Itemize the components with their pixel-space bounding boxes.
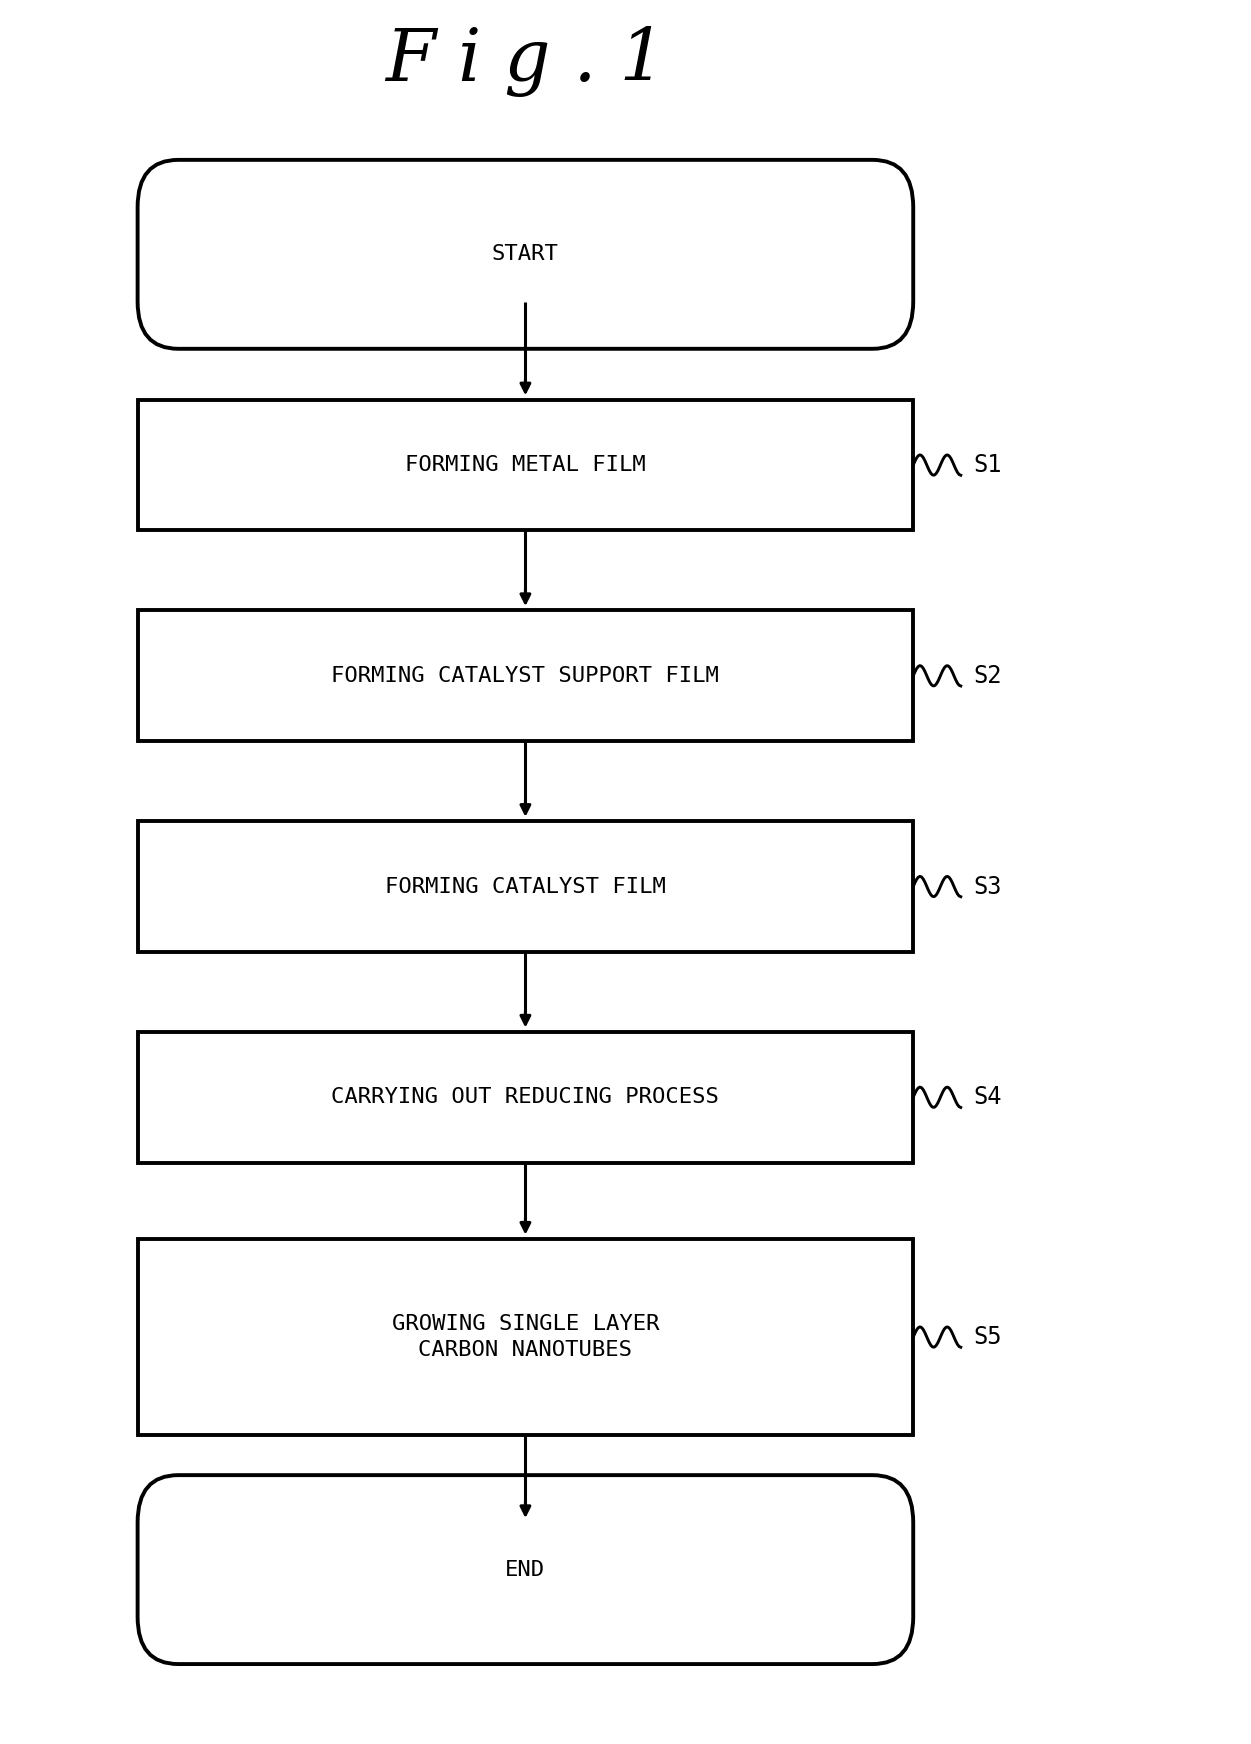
Text: CARRYING OUT REDUCING PROCESS: CARRYING OUT REDUCING PROCESS xyxy=(332,1087,719,1107)
Bar xyxy=(138,399,913,530)
Bar xyxy=(138,821,913,952)
Text: GROWING SINGLE LAYER
CARBON NANOTUBES: GROWING SINGLE LAYER CARBON NANOTUBES xyxy=(392,1313,659,1360)
Text: START: START xyxy=(492,244,559,265)
Bar xyxy=(138,1032,913,1163)
Bar xyxy=(138,1238,913,1435)
FancyBboxPatch shape xyxy=(138,160,913,349)
Text: FORMING METAL FILM: FORMING METAL FILM xyxy=(405,455,646,474)
Text: S3: S3 xyxy=(973,874,1002,898)
Text: FORMING CATALYST FILM: FORMING CATALYST FILM xyxy=(385,877,666,896)
Text: FORMING CATALYST SUPPORT FILM: FORMING CATALYST SUPPORT FILM xyxy=(332,666,719,685)
Text: F i g . 1: F i g . 1 xyxy=(385,26,666,98)
Text: S4: S4 xyxy=(973,1085,1002,1109)
Text: S2: S2 xyxy=(973,664,1002,687)
Text: END: END xyxy=(505,1559,545,1580)
Text: S1: S1 xyxy=(973,453,1002,478)
Text: S5: S5 xyxy=(973,1325,1002,1350)
Bar xyxy=(138,610,913,741)
FancyBboxPatch shape xyxy=(138,1475,913,1664)
